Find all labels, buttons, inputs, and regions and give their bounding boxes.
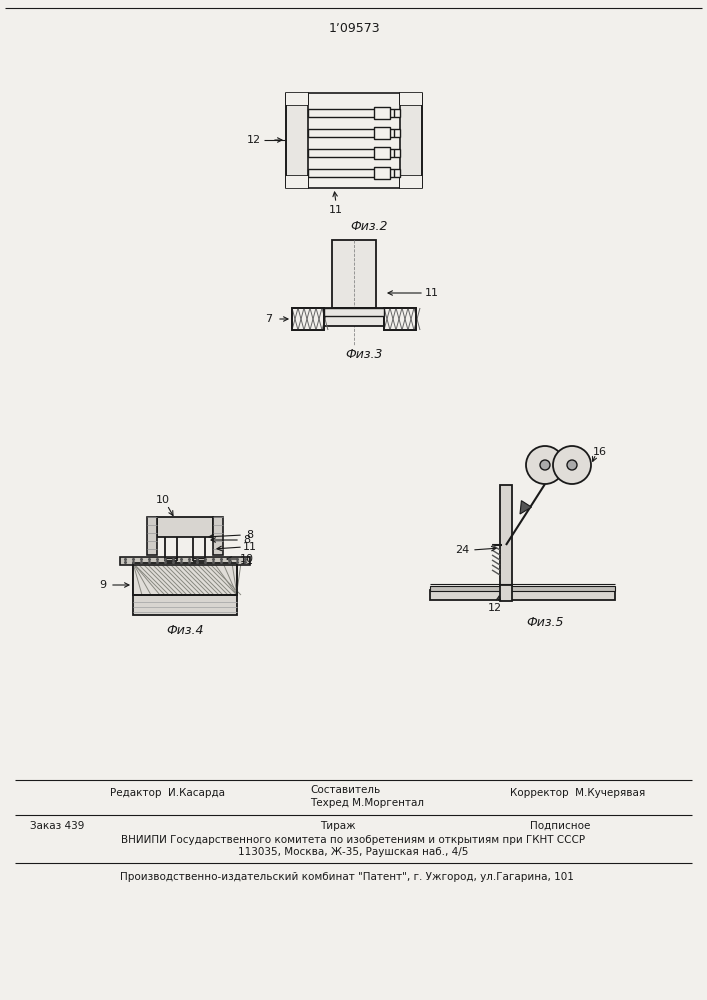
Bar [292, 308, 324, 330]
Bar [374, 127, 390, 139]
Bar [147, 517, 157, 555]
Bar [384, 308, 416, 330]
Bar [213, 517, 223, 555]
Bar [384, 308, 416, 330]
Text: 11: 11 [243, 542, 257, 552]
Text: Подписное: Подписное [530, 821, 590, 831]
Text: 8: 8 [247, 530, 254, 540]
Text: 12: 12 [488, 603, 502, 613]
Bar [430, 586, 615, 591]
Bar [430, 590, 615, 600]
Text: 10: 10 [156, 495, 170, 505]
Text: Тираж: Тираж [320, 821, 356, 831]
Text: Физ.5: Физ.5 [526, 616, 563, 630]
Bar [286, 93, 308, 105]
Bar [500, 585, 512, 601]
Text: 24: 24 [455, 545, 469, 555]
Bar [324, 308, 384, 316]
Circle shape [540, 460, 550, 470]
Text: 113035, Москва, Ж-35, Раушская наб., 4/5: 113035, Москва, Ж-35, Раушская наб., 4/5 [238, 847, 468, 857]
Bar [400, 93, 422, 105]
Text: 16: 16 [593, 447, 607, 457]
Text: Заказ 439: Заказ 439 [30, 821, 84, 831]
Bar [157, 517, 213, 537]
Text: Корректор  М.Кучерявая: Корректор М.Кучерявая [510, 788, 645, 798]
Bar [133, 563, 237, 595]
Bar [286, 93, 308, 188]
Text: Физ.3: Физ.3 [345, 349, 382, 361]
Text: Физ.4: Физ.4 [166, 624, 204, 637]
Bar [292, 308, 324, 330]
Bar [400, 176, 422, 188]
Bar [120, 557, 250, 565]
Text: 10: 10 [240, 554, 254, 564]
Bar [394, 149, 400, 157]
Bar [374, 167, 390, 179]
Circle shape [567, 460, 577, 470]
Bar [374, 147, 390, 159]
Bar [133, 563, 237, 595]
Text: 11: 11 [329, 205, 343, 215]
Bar [286, 176, 308, 188]
Bar [394, 129, 400, 137]
Bar [374, 107, 390, 119]
Bar [332, 240, 376, 308]
Bar [400, 93, 422, 188]
Circle shape [553, 446, 591, 484]
Text: Техред М.Моргентал: Техред М.Моргентал [310, 798, 424, 808]
Text: 1ʼ09573: 1ʼ09573 [328, 21, 380, 34]
Text: 9: 9 [100, 580, 107, 590]
Text: Производственно-издательский комбинат "Патент", г. Ужгород, ул.Гагарина, 101: Производственно-издательский комбинат "П… [120, 872, 574, 882]
Text: Составитель: Составитель [310, 785, 380, 795]
Text: 8: 8 [243, 535, 250, 545]
Bar [324, 308, 384, 326]
Circle shape [526, 446, 564, 484]
Text: 11: 11 [240, 556, 254, 566]
Polygon shape [520, 501, 532, 514]
Bar [133, 595, 237, 615]
Bar [394, 109, 400, 117]
Bar [500, 485, 512, 590]
Text: 12: 12 [247, 135, 261, 145]
Bar [394, 169, 400, 177]
Text: ВНИИПИ Государственного комитета по изобретениям и открытиям при ГКНТ СССР: ВНИИПИ Государственного комитета по изоб… [121, 835, 585, 845]
Text: 11: 11 [425, 288, 439, 298]
Text: Редактор  И.Касарда: Редактор И.Касарда [110, 788, 225, 798]
Text: 7: 7 [265, 314, 273, 324]
Text: Физ.2: Физ.2 [350, 221, 387, 233]
